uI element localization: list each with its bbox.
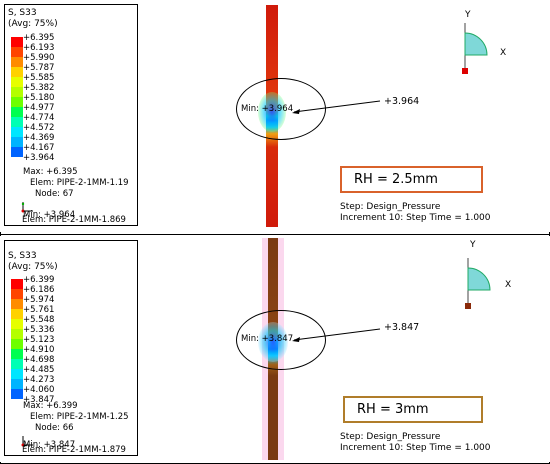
legend-swatch — [11, 289, 23, 299]
legend-tick: +4.060 — [23, 385, 55, 395]
legend-swatch — [11, 137, 23, 147]
legend-tick: +4.273 — [23, 375, 55, 385]
legend-tick: +5.180 — [23, 93, 55, 103]
legend-tick: +4.369 — [23, 133, 55, 143]
triad-y-label: Y — [470, 240, 476, 250]
legend-tick: +4.774 — [23, 113, 55, 123]
max-value: Max: +6.395 — [23, 167, 78, 177]
legend-title: S, S33 — [8, 251, 37, 261]
max-value: Max: +6.399 — [23, 401, 78, 411]
legend-swatch — [11, 147, 23, 157]
focus-ellipse — [236, 310, 326, 370]
legend-title: S, S33 — [8, 8, 37, 18]
step-line: Step: Design_Pressure — [340, 432, 441, 442]
min-value: Min: +3.847 — [23, 440, 76, 450]
legend-swatch — [11, 349, 23, 359]
legend-swatch — [11, 77, 23, 87]
legend-tick: +4.485 — [23, 365, 55, 375]
increment-line: Increment 10: Step Time = 1.000 — [340, 213, 491, 223]
max-elem: Elem: PIPE-2-1MM-1.25 — [30, 412, 129, 422]
triad-x-label: X — [505, 280, 512, 290]
mini-axis-icon — [21, 436, 33, 447]
legend-swatch — [11, 117, 23, 127]
focus-ellipse — [236, 78, 326, 140]
legend-scale: +6.395 +6.193 +5.990 +5.787 +5.585 +5.382 +5.1… — [5, 33, 137, 163]
legend-tick: +3.964 — [23, 153, 55, 163]
panel-top: S, S33 (Avg: 75%) +6.395 +6.193 +5.990 +5.7… — [4, 4, 507, 227]
legend-swatch — [11, 47, 23, 57]
legend-swatch — [11, 379, 23, 389]
legend-tick: +5.761 — [23, 305, 55, 315]
ellipse-min-label: Min: +3.964 — [241, 104, 294, 114]
legend-swatch — [11, 67, 23, 77]
leader-value: +3.964 — [384, 96, 420, 107]
leader-line — [292, 328, 381, 342]
legend-swatch — [11, 359, 23, 369]
legend-tick: +5.974 — [23, 295, 55, 305]
legend-swatch — [11, 127, 23, 137]
legend-tick: +6.193 — [23, 43, 55, 53]
legend-tick: +5.336 — [23, 325, 55, 335]
legend-swatch — [11, 339, 23, 349]
step-line: Step: Design_Pressure — [340, 202, 441, 212]
legend-swatch — [11, 97, 23, 107]
legend-tick: +4.977 — [23, 103, 55, 113]
legend-tick: +6.395 — [23, 33, 55, 43]
leader-value: +3.847 — [384, 322, 420, 333]
legend-box: S, S33 (Avg: 75%) +6.399 +6.186 +5.974 +5.7… — [4, 240, 138, 456]
axis-triad-icon — [465, 258, 491, 309]
legend-tick: +6.399 — [23, 275, 55, 285]
legend-tick: +5.585 — [23, 73, 55, 83]
rh-label-box: RH = 3mm — [343, 396, 483, 423]
legend-tick: +4.910 — [23, 345, 55, 355]
legend-swatch — [11, 329, 23, 339]
node-label: Node: 67 — [35, 189, 74, 199]
legend-swatch — [11, 57, 23, 67]
legend-swatch — [11, 37, 23, 47]
axis-triad-icon — [462, 23, 488, 74]
legend-subtitle: (Avg: 75%) — [8, 19, 58, 29]
legend-tick: +6.186 — [23, 285, 55, 295]
node-label: Node: 66 — [35, 423, 74, 433]
legend-tick: +4.167 — [23, 143, 55, 153]
legend-swatch — [11, 299, 23, 309]
min-elem: Elem: PIPE-2-1MM-1.869 — [22, 215, 126, 225]
legend-swatch — [11, 319, 23, 329]
legend-swatch — [11, 279, 23, 289]
legend-swatch — [11, 107, 23, 117]
panel-divider — [0, 234, 550, 235]
legend-tick: +5.548 — [23, 315, 55, 325]
legend-tick: +5.787 — [23, 63, 55, 73]
panel-bottom: S, S33 (Avg: 75%) +6.399 +6.186 +5.974 +5.7… — [0, 236, 550, 462]
ellipse-min-label: Min: +3.847 — [241, 334, 294, 344]
leader-line — [292, 100, 381, 114]
increment-line: Increment 10: Step Time = 1.000 — [340, 443, 491, 453]
legend-swatch — [11, 369, 23, 379]
triad-x-label: X — [500, 48, 507, 58]
legend-swatch — [11, 309, 23, 319]
mini-axis-icon — [21, 202, 33, 213]
legend-tick: +5.990 — [23, 53, 55, 63]
legend-subtitle: (Avg: 75%) — [8, 262, 58, 272]
legend-tick: +5.123 — [23, 335, 55, 345]
legend-swatch — [11, 389, 23, 399]
legend-scale: +6.399 +6.186 +5.974 +5.761 +5.548 +5.336 +5.1… — [5, 275, 137, 405]
triad-y-label: Y — [465, 10, 471, 20]
legend-swatch — [11, 87, 23, 97]
max-elem: Elem: PIPE-2-1MM-1.19 — [30, 178, 129, 188]
rh-label-box: RH = 2.5mm — [340, 166, 483, 193]
min-value: Min: +3.964 — [23, 210, 76, 220]
min-elem: Elem: PIPE-2-1MM-1.879 — [22, 445, 126, 455]
legend-tick: +4.698 — [23, 355, 55, 365]
legend-tick: +4.572 — [23, 123, 55, 133]
legend-tick: +3.847 — [23, 395, 55, 405]
legend-tick: +5.382 — [23, 83, 55, 93]
legend-box: S, S33 (Avg: 75%) +6.395 +6.193 +5.990 +5.7… — [4, 4, 138, 226]
